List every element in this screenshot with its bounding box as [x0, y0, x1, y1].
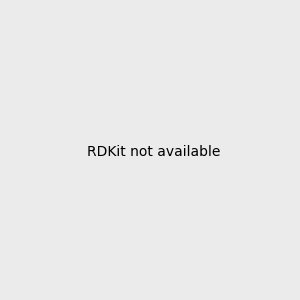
- Text: RDKit not available: RDKit not available: [87, 145, 220, 158]
